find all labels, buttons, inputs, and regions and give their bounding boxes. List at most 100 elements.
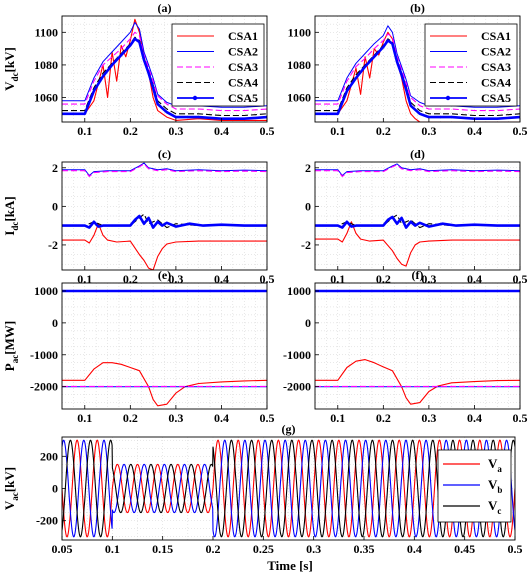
y-tick-label: 2: [52, 161, 58, 175]
legend-label: CSA2: [481, 45, 511, 59]
legend-label: CSA3: [481, 60, 511, 74]
y-tick-label: -1000: [283, 348, 311, 362]
y-tick-label: -2000: [283, 380, 311, 394]
x-tick-label: 0.5: [513, 124, 528, 138]
panel-b: 0.1 0.2 0.3 0.4 0.5106010801100(b)CSA1CSA2CS…: [287, 1, 528, 138]
x-tick-label: 0.5: [260, 411, 275, 425]
axes-frame: [61, 282, 268, 410]
x-tick-label: 0.1: [77, 272, 92, 286]
x-tick-label: 0.3: [421, 124, 436, 138]
y-axis-label: Pac[MW]: [2, 321, 20, 371]
series-csa3-line: [62, 163, 267, 178]
y-axis-label: Idc[kA]: [2, 196, 20, 235]
x-tick-label: 0.4: [214, 124, 229, 138]
legend-marker: [192, 95, 198, 101]
panel-e: 0.1 0.2 0.3 0.4 0.5 -2000 -1000 0 1000 (e) Pac[MW]: [2, 268, 275, 425]
legend-label: CSA5: [228, 91, 258, 105]
panel-f: 0.1 0.2 0.3 0.4 0.5 -2000 -1000 0 1000 (f): [283, 268, 528, 425]
series-csa5-line: [315, 215, 520, 229]
x-tick-label: 0.35: [354, 542, 375, 556]
x-tick-label: 0.5: [260, 124, 275, 138]
legend-label: Vb: [488, 477, 502, 495]
legend-label: CSA1: [228, 29, 258, 43]
x-tick-label: 0.3: [168, 124, 183, 138]
series-va-line: [62, 439, 515, 538]
series-group: [315, 289, 520, 405]
x-tick-label: 0.25: [253, 542, 274, 556]
panel-a: 0.1 0.2 0.3 0.4 0.5 1060 1080 1100 (a) Vdc[kV] CSA…: [2, 1, 275, 138]
y-tick-label: 1060: [34, 91, 58, 105]
x-tick-label: 0.15: [152, 542, 173, 556]
x-tick-label: 0.4: [407, 542, 422, 556]
panel-title: (f): [412, 268, 424, 282]
y-tick-label: 0: [52, 199, 58, 213]
x-tick-label: 0.2: [376, 272, 391, 286]
series-group: [315, 25, 520, 122]
series-group: [315, 163, 520, 267]
x-tick-label: 0.4: [467, 411, 482, 425]
axes-frame: [314, 161, 521, 271]
series-csa2-line: [315, 163, 520, 176]
panel-title: (b): [410, 1, 425, 15]
x-tick-label: 0.5: [260, 272, 275, 286]
y-tick-label: 1100: [35, 25, 58, 39]
legend-label: CSA4: [228, 76, 258, 90]
panel-d: 0.1 0.2 0.3 0.4 0.5 -2 0 2 (d): [301, 147, 528, 286]
y-tick-label: 1000: [287, 284, 311, 298]
x-tick-label: 0.3: [168, 272, 183, 286]
y-axis-label: Vdc[kV]: [2, 47, 20, 91]
panel-c: 0.1 0.2 0.3 0.4 0.5 -2 0 2 (c) Idc[kA]: [2, 147, 275, 286]
x-tick-label: 0.2: [376, 124, 391, 138]
y-tick-label: 0: [305, 199, 311, 213]
series-csa1-line: [62, 223, 267, 270]
x-tick-label: 0.2: [206, 542, 221, 556]
x-tick-label: 0.2: [123, 272, 138, 286]
series-csa1-line: [62, 362, 267, 407]
y-tick-label: 0: [52, 316, 58, 330]
x-tick-label: 0.2: [123, 124, 138, 138]
y-tick-label: 1100: [288, 25, 311, 39]
x-tick-label: 0.1: [77, 124, 92, 138]
y-tick-label: -2: [301, 238, 311, 252]
x-tick-label: 0.1: [330, 411, 345, 425]
legend-label: CSA1: [481, 29, 511, 43]
x-tick-label: 0.1: [330, 124, 345, 138]
figure-xlabel: Time [s]: [267, 558, 313, 573]
y-tick-label: 200: [40, 449, 58, 463]
legend-label: CSA3: [228, 60, 258, 74]
y-tick-label: 2: [305, 161, 311, 175]
series-csa3-line: [315, 164, 520, 178]
legend-label: CSA4: [481, 76, 511, 90]
series-group: [62, 162, 267, 270]
x-tick-label: 0.1: [77, 411, 92, 425]
x-tick-label: 0.5: [513, 411, 528, 425]
legend-label: CSA2: [228, 45, 258, 59]
x-tick-label: 0.3: [306, 542, 321, 556]
y-tick-label: 1080: [287, 58, 311, 72]
y-tick-label: 0: [305, 316, 311, 330]
x-tick-label: 0.4: [467, 272, 482, 286]
series-csa1-line: [62, 18, 267, 121]
y-tick-label: -1000: [30, 348, 58, 362]
axes-frame: [61, 161, 268, 271]
x-tick-label: 0.3: [421, 272, 436, 286]
legend-box: [424, 23, 518, 107]
x-tick-label: 0.4: [467, 124, 482, 138]
series-csa1-line: [315, 221, 520, 267]
x-tick-label: 0.3: [168, 411, 183, 425]
panel-title: (d): [410, 147, 425, 161]
axes-frame: [314, 282, 521, 410]
y-tick-label: -200: [36, 514, 58, 528]
legend-label: Va: [488, 456, 502, 474]
y-tick-label: -2: [48, 238, 58, 252]
x-tick-label: 0.45: [454, 542, 475, 556]
legend-marker: [445, 95, 451, 101]
x-tick-label: 0.1: [330, 272, 345, 286]
legend-label: Vc: [488, 498, 501, 516]
y-tick-label: -2000: [30, 380, 58, 394]
panel-title: (e): [158, 268, 171, 282]
x-tick-label: 0.05: [52, 542, 73, 556]
